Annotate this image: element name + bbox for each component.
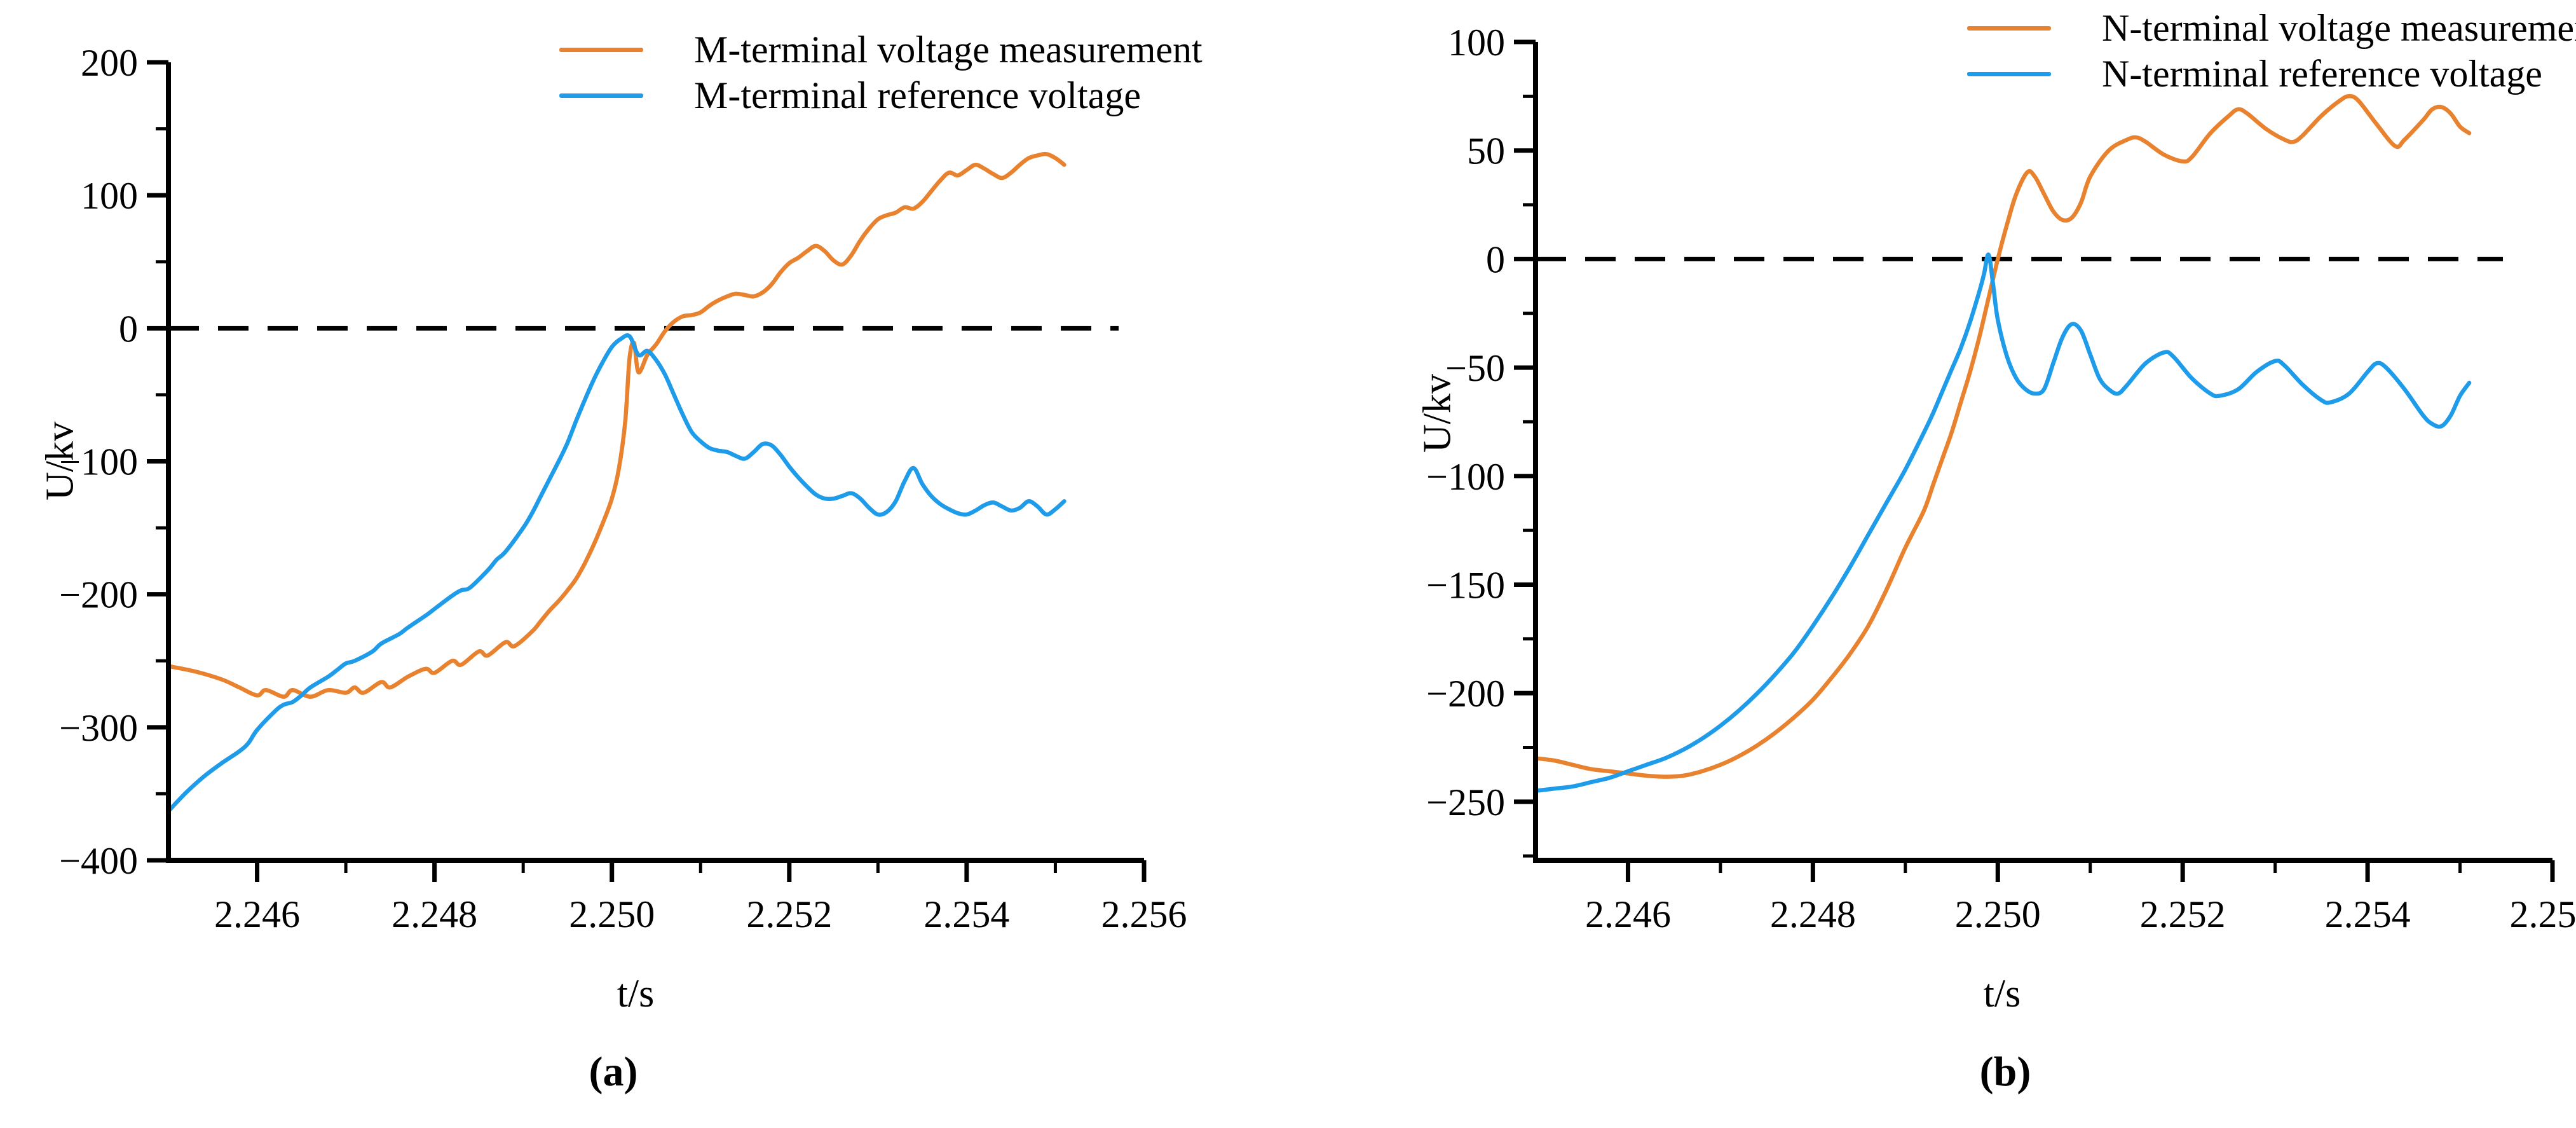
y-tick-label: −300 xyxy=(59,707,138,749)
x-tick-label: 2.248 xyxy=(1770,893,1856,935)
x-tick-label: 2.256 xyxy=(1101,893,1187,935)
caption-chart-a: (a) xyxy=(589,1049,638,1095)
y-tick-label: −200 xyxy=(59,574,138,616)
x-tick-label: 2.252 xyxy=(746,893,832,935)
y-tick-label: −150 xyxy=(1426,564,1505,606)
y-tick-label: −400 xyxy=(59,840,138,882)
series-line-m-terminal-reference-voltage xyxy=(166,333,1067,813)
y-tick-label: 100 xyxy=(1448,22,1505,64)
y-tick-label: 0 xyxy=(119,308,138,350)
legend-item: N-terminal reference voltage xyxy=(1967,51,2576,97)
x-tick-label: 2.246 xyxy=(214,893,300,935)
legend-item: N-terminal voltage measurement xyxy=(1967,5,2576,51)
y-tick-label: 100 xyxy=(81,175,138,217)
legend-label: N-terminal reference voltage xyxy=(2102,53,2542,95)
legend-label: M-terminal reference voltage xyxy=(694,74,1141,116)
y-tick-label: 0 xyxy=(1486,238,1505,280)
series-line-n-terminal-voltage-measurement xyxy=(1533,94,2472,779)
legend-chart-b: N-terminal voltage measurement N-termina… xyxy=(1967,5,2576,97)
y-tick-label: −100 xyxy=(1426,456,1505,498)
x-tick-label: 2.248 xyxy=(392,893,477,935)
legend-item: M-terminal voltage measurement xyxy=(559,27,1203,72)
legend-line-swatch-orange xyxy=(559,47,643,52)
series-line-m-terminal-voltage-measurement xyxy=(166,151,1067,699)
x-tick-label: 2.246 xyxy=(1585,893,1671,935)
x-tick-label: 2.254 xyxy=(923,893,1009,935)
legend-label: M-terminal voltage measurement xyxy=(694,29,1203,71)
series-line-n-terminal-reference-voltage xyxy=(1533,252,2472,794)
x-tick-label: 2.252 xyxy=(2140,893,2226,935)
x-axis-title-chart-b: t/s xyxy=(1983,972,2021,1015)
chart-a: 200 100 0 −100 −200 −300 −400 2.246 2.248 2.250 2.… xyxy=(59,42,1187,935)
legend-line-swatch-blue xyxy=(559,93,643,98)
y-tick-label: −200 xyxy=(1426,673,1505,715)
y-tick-label: 200 xyxy=(81,42,138,84)
x-tick-label: 2.250 xyxy=(569,893,655,935)
legend-line-swatch-orange xyxy=(1967,25,2051,31)
chart-b: 100 50 0 −50 −100 −150 −200 −250 2.246 2.248 2.250… xyxy=(1426,22,2576,935)
legend-chart-a: M-terminal voltage measurement M-termina… xyxy=(559,27,1203,118)
x-axis-title-chart-a: t/s xyxy=(617,972,655,1015)
legend-line-swatch-blue xyxy=(1967,71,2051,76)
y-tick-label: 50 xyxy=(1467,130,1505,172)
x-tick-label: 2.250 xyxy=(1955,893,2041,935)
x-tick-label: 2.254 xyxy=(2325,893,2411,935)
x-tick-label: 2.256 xyxy=(2510,893,2576,935)
y-tick-label: −250 xyxy=(1426,781,1505,823)
legend-label: N-terminal voltage measurement xyxy=(2102,7,2576,49)
y-tick-label: −50 xyxy=(1445,347,1505,389)
y-axis-title-chart-b: U/kv xyxy=(1415,374,1459,453)
y-tick-label: −100 xyxy=(59,441,138,483)
y-axis-title-chart-a: U/kv xyxy=(38,422,82,500)
legend-item: M-terminal reference voltage xyxy=(559,72,1203,118)
caption-chart-b: (b) xyxy=(1979,1049,2031,1095)
